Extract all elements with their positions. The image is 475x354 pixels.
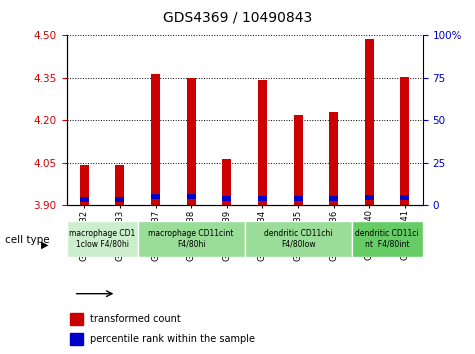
- Bar: [70, 313, 83, 325]
- Bar: [352, 221, 423, 257]
- Bar: [258, 80, 267, 205]
- Bar: [80, 197, 89, 202]
- Text: dendritic CD11chi
F4/80low: dendritic CD11chi F4/80low: [264, 229, 332, 249]
- Bar: [151, 194, 160, 199]
- Bar: [115, 165, 124, 205]
- Bar: [294, 115, 303, 205]
- Bar: [245, 221, 352, 257]
- Bar: [222, 159, 231, 205]
- Bar: [400, 77, 409, 205]
- Bar: [329, 113, 338, 205]
- Text: macrophage CD1
1clow F4/80hi: macrophage CD1 1clow F4/80hi: [69, 229, 135, 249]
- Text: ▶: ▶: [41, 240, 49, 250]
- Bar: [151, 74, 160, 205]
- Bar: [258, 196, 267, 201]
- Bar: [187, 194, 196, 199]
- Text: percentile rank within the sample: percentile rank within the sample: [90, 335, 255, 344]
- Text: dendritic CD11ci
nt  F4/80int: dendritic CD11ci nt F4/80int: [355, 229, 419, 249]
- Bar: [222, 196, 231, 201]
- Bar: [138, 221, 245, 257]
- Bar: [70, 333, 83, 346]
- Bar: [187, 79, 196, 205]
- Text: cell type: cell type: [5, 235, 49, 245]
- Bar: [80, 165, 89, 205]
- Bar: [115, 197, 124, 202]
- Bar: [66, 221, 138, 257]
- Text: GDS4369 / 10490843: GDS4369 / 10490843: [163, 11, 312, 25]
- Bar: [400, 195, 409, 200]
- Text: macrophage CD11cint
F4/80hi: macrophage CD11cint F4/80hi: [149, 229, 234, 249]
- Bar: [294, 196, 303, 201]
- Text: transformed count: transformed count: [90, 314, 180, 324]
- Bar: [329, 196, 338, 201]
- Bar: [365, 39, 374, 205]
- Bar: [365, 195, 374, 200]
